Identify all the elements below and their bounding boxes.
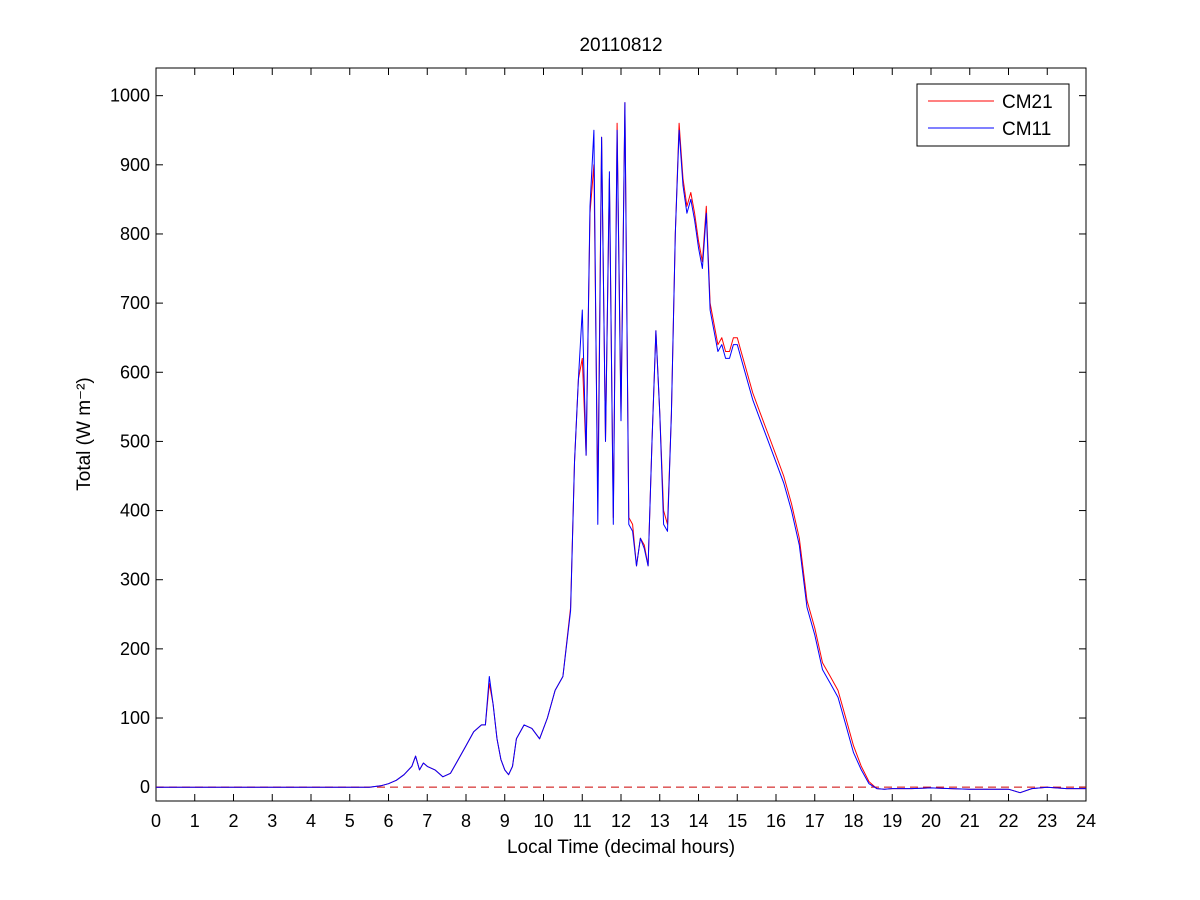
y-tick-label: 700: [120, 293, 150, 313]
legend: CM21 CM11: [916, 83, 1070, 147]
series-layer: [156, 102, 1086, 794]
x-axis-label: Local Time (decimal hours): [507, 837, 735, 858]
x-tick-label: 14: [688, 811, 708, 831]
x-tick-label: 2: [228, 811, 238, 831]
legend-box: [916, 83, 1070, 147]
x-tick-label: 5: [345, 811, 355, 831]
tick-labels: 0 1 2 3 4 5 6 7 8 9 10 11 12 13 14 15 16 17 18 19 20 21 22 23 24…: [110, 86, 1096, 831]
x-tick-label: 1: [190, 811, 200, 831]
x-tick-label: 22: [998, 811, 1018, 831]
axis-ticks: [155, 68, 1087, 801]
x-tick-label: 9: [500, 811, 510, 831]
y-tick-label: 800: [120, 224, 150, 244]
x-tick-label: 4: [306, 811, 316, 831]
x-tick-label: 3: [267, 811, 277, 831]
legend-label-cm21: CM21: [1002, 92, 1053, 113]
x-tick-label: 23: [1037, 811, 1057, 831]
y-tick-label: 400: [120, 501, 150, 521]
x-tick-label: 19: [882, 811, 902, 831]
x-tick-label: 24: [1076, 811, 1096, 831]
x-tick-label: 12: [611, 811, 631, 831]
x-tick-label: 8: [461, 811, 471, 831]
chart-title: 20110812: [579, 35, 662, 56]
x-tick-label: 21: [960, 811, 980, 831]
x-tick-label: 18: [843, 811, 863, 831]
legend-label-cm11: CM11: [1002, 119, 1051, 140]
y-tick-label: 300: [120, 570, 150, 590]
y-tick-label: 100: [120, 708, 150, 728]
x-tick-label: 11: [573, 811, 592, 831]
y-tick-label: 500: [120, 431, 150, 451]
x-tick-label: 15: [727, 811, 747, 831]
x-tick-label: 16: [766, 811, 786, 831]
x-tick-label: 7: [422, 811, 432, 831]
y-tick-label: 200: [120, 639, 150, 659]
y-tick-label: 1000: [110, 86, 150, 106]
x-tick-label: 0: [151, 811, 161, 831]
x-tick-label: 13: [650, 811, 670, 831]
y-tick-label: 0: [140, 777, 150, 797]
x-tick-label: 10: [533, 811, 553, 831]
x-tick-label: 20: [921, 811, 941, 831]
y-tick-label: 600: [120, 362, 150, 382]
x-tick-label: 17: [805, 811, 825, 831]
series-cm11-line: [156, 102, 1086, 794]
y-axis-label: Total (W m⁻²): [74, 377, 95, 490]
plot-area: [155, 67, 1087, 802]
y-tick-label: 900: [120, 155, 150, 175]
x-tick-label: 6: [383, 811, 393, 831]
